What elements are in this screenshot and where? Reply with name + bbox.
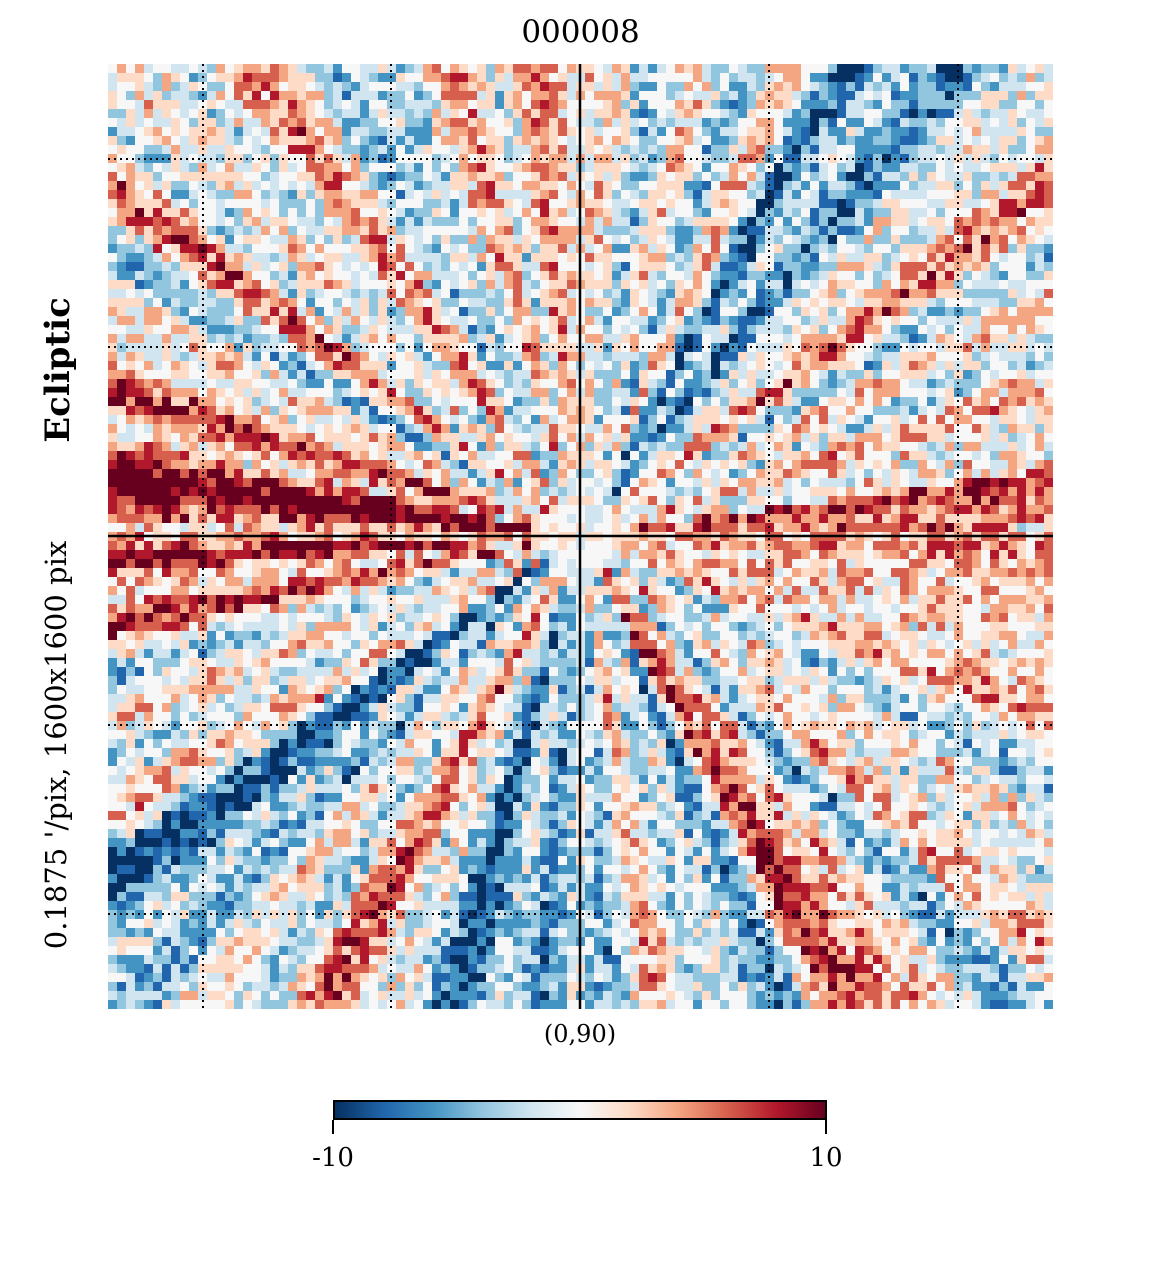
colorbar-max-label: 10	[809, 1143, 843, 1173]
map-pixels	[108, 64, 1053, 1009]
center-coordinate-label: (0,90)	[543, 1020, 617, 1048]
graticule-lines	[108, 64, 1053, 1009]
map-title: 000008	[521, 14, 640, 50]
colorbar-min-label: -10	[312, 1143, 354, 1173]
coordinate-system-label: Ecliptic	[38, 297, 78, 443]
healpix-map-image	[108, 64, 1053, 1009]
colorbar	[333, 1100, 827, 1120]
resolution-label: 0.1875 '/pix, 1600x1600 pix	[39, 540, 73, 950]
center-crosshair	[108, 64, 1053, 1009]
colorbar-max-tick	[825, 1120, 827, 1134]
colorbar-min-tick	[332, 1120, 334, 1134]
